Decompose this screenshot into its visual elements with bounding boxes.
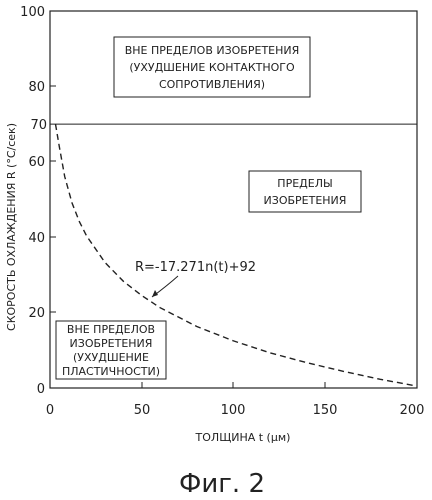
region-text-line: ВНЕ ПРЕДЕЛОВ ИЗОБРЕТЕНИЯ [125,44,300,57]
y-tick-marks [50,11,56,312]
region-text-line: ВНЕ ПРЕДЕЛОВ [67,323,155,336]
y-axis-title: СКОРОСТЬ ОХЛАЖДЕНИЯ R (°С/сек) [5,123,18,331]
x-tick-label: 200 [400,403,425,418]
region-text-line: ПРЕДЕЛЫ [277,177,332,190]
x-tick-label: 100 [221,403,246,418]
x-tick-marks [142,382,325,388]
region-text-line: СОПРОТИВЛЕНИЯ) [159,78,265,91]
y-tick-label: 60 [28,155,45,170]
region-text-line: (УХУДШЕНИЕ [73,351,149,364]
region-text-line: ИЗОБРЕТЕНИЯ [70,337,153,350]
x-tick-label: 150 [313,403,338,418]
formula-label: R=-17.271n(t)+92 [135,260,256,275]
figure-caption: Фиг. 2 [179,469,265,499]
y-tick-label: 80 [28,80,45,95]
y-tick-label: 20 [28,306,45,321]
y-tick-label: 40 [28,231,45,246]
region-text-line: ИЗОБРЕТЕНИЯ [264,194,347,207]
y-tick-label: 100 [20,5,45,20]
region-text-line: ПЛАСТИЧНОСТИ) [62,365,160,378]
x-tick-label: 50 [134,403,151,418]
y-tick-label: 0 [37,382,45,397]
y-tick-label: 70 [30,118,47,133]
region-text-line: (УХУДШЕНИЕ КОНТАКТНОГО [129,61,295,74]
x-axis-title: ТОЛЩИНА t (μм) [195,431,291,444]
x-tick-label: 0 [46,403,54,418]
